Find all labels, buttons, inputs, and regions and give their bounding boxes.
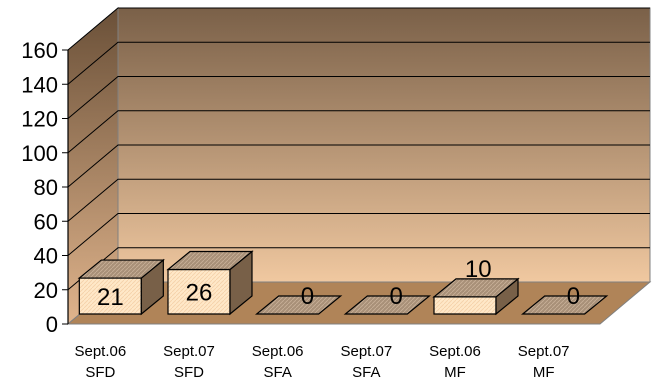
gridline (67, 144, 650, 188)
x-tick-label: MF (533, 364, 555, 381)
x-tick-label: MF (444, 364, 466, 381)
bar-top (343, 295, 432, 315)
x-tick-label: SFA (263, 364, 291, 381)
y-tick-label: 140 (21, 72, 58, 97)
x-tick-label: Sept.07 (340, 343, 392, 360)
data-label: 26 (186, 280, 213, 307)
y-axis: 0 20 40 60 80 100 120 140 160 (21, 38, 69, 337)
data-label: 10 (465, 256, 492, 283)
x-axis: Sept.06 SFD Sept.07 SFD Sept.06 SFA Sept.07 SFA… (74, 343, 569, 381)
bar: 0 (254, 283, 343, 315)
y-tick-label: 60 (34, 209, 58, 234)
y-tick-label: 120 (21, 107, 58, 132)
gridline (67, 76, 650, 119)
bar-front (433, 296, 497, 315)
data-label: 0 (301, 283, 314, 310)
y-tick-label: 160 (21, 38, 58, 63)
y-tick-label: 0 (46, 312, 58, 337)
bar: 21 (77, 258, 166, 316)
bar: 26 (166, 250, 254, 316)
gridline (67, 7, 650, 51)
x-tick-label: Sept.06 (74, 343, 126, 360)
gridline (67, 178, 650, 222)
y-tick-label: 80 (34, 175, 58, 200)
x-tick-label: SFD (85, 364, 115, 381)
x-tick-label: Sept.06 (429, 343, 481, 360)
bar: 0 (343, 283, 432, 315)
x-tick-label: Sept.07 (518, 343, 570, 360)
bars: 21 26 0 0 10 0 (77, 250, 609, 316)
y-tick-label: 40 (34, 244, 58, 269)
bar: 10 (432, 256, 520, 316)
bar: 0 (520, 283, 609, 315)
y-tick-label: 100 (21, 141, 58, 166)
gridlines (67, 7, 650, 291)
data-label: 0 (389, 283, 402, 310)
x-tick-label: Sept.07 (163, 343, 215, 360)
gridline (67, 213, 650, 256)
gridline (67, 41, 650, 85)
bar-top (77, 259, 166, 279)
bar-top (166, 250, 254, 271)
x-tick-label: SFD (174, 364, 204, 381)
bar-top (254, 295, 343, 315)
bar-top (520, 295, 609, 315)
data-label: 21 (97, 284, 124, 311)
x-tick-label: Sept.06 (252, 343, 304, 360)
x-tick-label: SFA (352, 364, 380, 381)
data-label: 0 (567, 283, 580, 310)
gridline (67, 110, 650, 154)
bar-top (432, 278, 520, 298)
y-tick-label: 20 (34, 278, 58, 303)
